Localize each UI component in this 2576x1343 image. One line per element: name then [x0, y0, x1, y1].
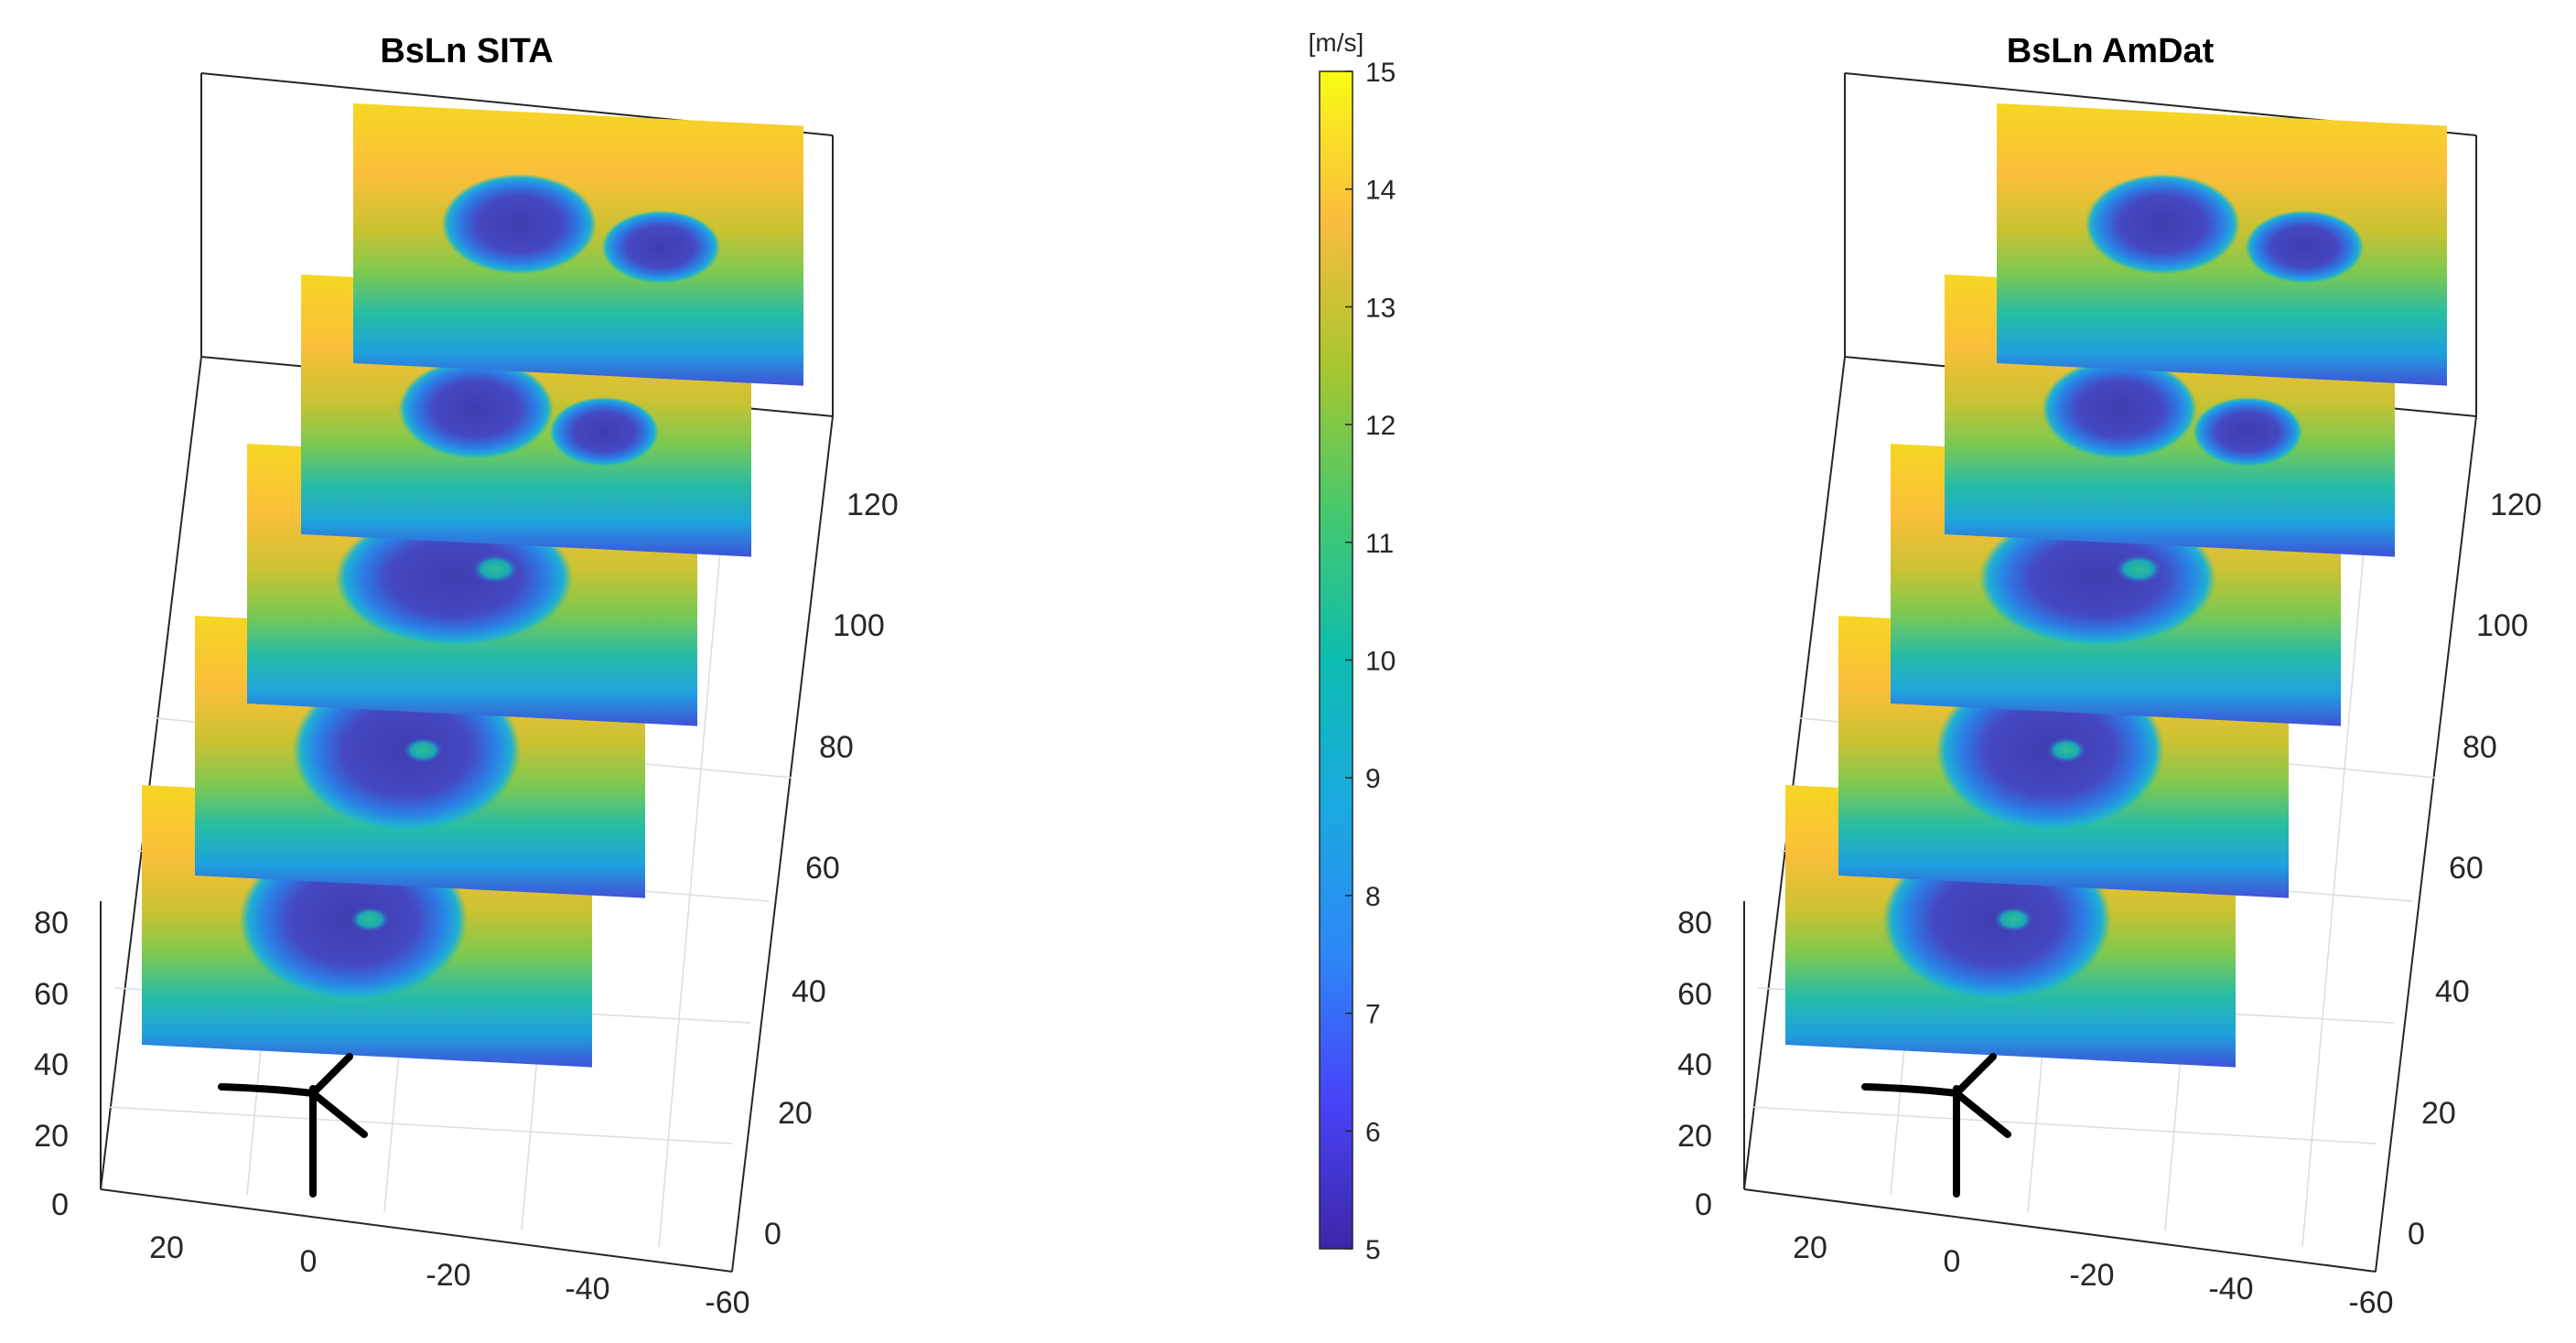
wake-region-lobe: [2245, 210, 2365, 284]
x-tick-label: -60: [705, 1285, 749, 1320]
y-axis-line: [731, 415, 834, 1273]
wake-region-lobe: [601, 210, 721, 284]
x-axis-line: [100, 1188, 733, 1273]
x-tick-label: -60: [2348, 1285, 2393, 1320]
y-tick-label: 20: [2421, 1096, 2456, 1131]
wake-region: [2085, 174, 2241, 274]
y-tick-label: 80: [2463, 730, 2497, 765]
x-tick-label: -20: [2069, 1258, 2114, 1293]
z-tick-label: 20: [1677, 1119, 1712, 1154]
y-tick-label: 120: [846, 488, 899, 522]
wake-hub: [2046, 737, 2087, 763]
x-tick-label: 20: [149, 1230, 184, 1265]
z-tick-label: 20: [34, 1119, 69, 1154]
wake-region: [398, 359, 555, 459]
chart-title: BsLn AmDat: [2007, 32, 2215, 70]
colorbar-tick-label: 10: [1365, 647, 1396, 677]
x-tick-label: -40: [565, 1272, 609, 1306]
colorbar-tick-label: 15: [1365, 58, 1396, 88]
grid-line-y-0: [107, 1106, 733, 1144]
x-tick-label: 0: [1944, 1244, 1961, 1279]
x-axis-line: [1743, 1188, 2377, 1273]
z-tick-label: 0: [51, 1187, 69, 1222]
y-tick-label: 0: [2408, 1217, 2425, 1252]
turbine-blade-3: [309, 1090, 368, 1138]
y-tick-label: 100: [833, 608, 885, 643]
z-tick-label: 40: [1677, 1048, 1712, 1082]
wake-region: [2042, 359, 2198, 459]
wake-slice-5: [353, 103, 803, 386]
y-tick-label: 60: [805, 851, 840, 886]
z-tick-label: 60: [1677, 977, 1712, 1012]
wake-hub: [403, 737, 444, 763]
colorbar-tick-label: 8: [1365, 882, 1381, 912]
z-tick-label: 40: [34, 1048, 69, 1082]
wake-hub: [471, 554, 520, 584]
colorbar-tick-label: 6: [1365, 1117, 1381, 1147]
chart-title: BsLn SITA: [380, 32, 553, 70]
z-tick-label: 80: [34, 906, 69, 940]
z-tick-label: 0: [1695, 1187, 1712, 1222]
x-tick-label: 20: [1793, 1230, 1827, 1265]
y-axis-line: [2375, 415, 2477, 1273]
x-tick-label: -20: [426, 1258, 470, 1293]
colorbar-unit-label: [m/s]: [1309, 28, 1364, 57]
colorbar-tick-label: 14: [1365, 176, 1396, 206]
colorbar-tick-label: 7: [1365, 1000, 1381, 1030]
turbine-blade-1: [1861, 1083, 1960, 1097]
colorbar-tick-label: 13: [1365, 293, 1396, 323]
y-tick-label: 120: [2490, 488, 2542, 522]
wake-region-lobe: [549, 397, 660, 467]
chart-panel-right: BsLn AmDat 20 0 -20 -40 -60 0 20 40 60 80 100 120 0 20…: [1677, 32, 2542, 1320]
y-tick-label: 60: [2449, 851, 2484, 886]
colorbar-tick-label: 11: [1365, 529, 1394, 559]
y-tick-label: 100: [2476, 608, 2528, 643]
y-tick-label: 0: [764, 1217, 781, 1252]
turbine-blade-2: [309, 1053, 353, 1097]
y-tick-label: 40: [792, 974, 826, 1009]
chart-panel-left: BsLn SITA 20 0 -20 -40 -60 0 20 40 60 80 100 120 0 20 4…: [34, 32, 899, 1320]
colorbar-tick-label: 5: [1365, 1235, 1381, 1265]
grid-line-y-0: [1751, 1106, 2377, 1144]
z-tick-label: 60: [34, 977, 69, 1012]
turbine-icon: [1861, 1053, 2011, 1198]
wake-region-lobe: [2193, 397, 2303, 467]
y-tick-label: 20: [778, 1096, 813, 1131]
y-tick-label: 40: [2435, 974, 2470, 1009]
wake-hub: [350, 907, 391, 932]
colorbar-tick-label: 12: [1365, 411, 1396, 441]
turbine-icon: [218, 1053, 368, 1198]
wake-slice-5: [1997, 103, 2447, 386]
colorbar-tick-label: 9: [1365, 764, 1381, 794]
turbine-blade-1: [218, 1083, 317, 1097]
wake-region: [441, 174, 598, 274]
colorbar: [m/s] 5 6 7 8 9 10 11 12 13 14 15: [1309, 28, 1396, 1265]
z-tick-label: 80: [1677, 906, 1712, 940]
wake-hub: [2115, 554, 2163, 584]
y-tick-label: 80: [819, 730, 854, 765]
x-tick-label: 0: [300, 1244, 318, 1279]
turbine-blade-3: [1953, 1090, 2011, 1138]
x-tick-label: -40: [2208, 1272, 2253, 1306]
wake-hub: [1993, 907, 2034, 932]
turbine-blade-2: [1953, 1053, 1997, 1097]
